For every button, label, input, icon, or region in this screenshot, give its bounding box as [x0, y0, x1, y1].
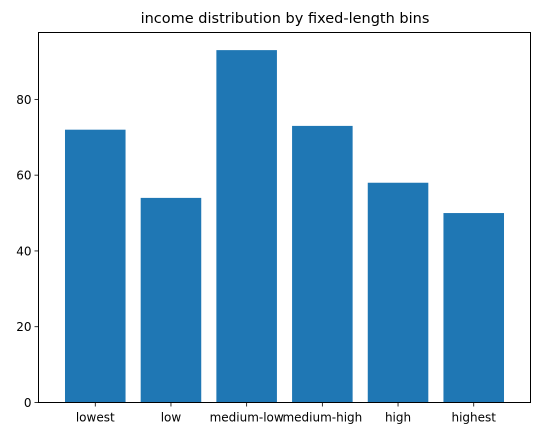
bar-medium-low	[216, 50, 277, 403]
bar-lowest	[64, 129, 126, 403]
y-tick-label: 40	[16, 244, 31, 258]
bar-low	[140, 197, 202, 403]
y-tick-label: 0	[24, 396, 32, 410]
plot-area-frame	[38, 32, 531, 403]
x-tick-label: lowest	[76, 411, 115, 425]
y-axis-ticks: 0 20 40 60 80	[16, 93, 39, 410]
chart-title: income distribution by fixed-length bins	[141, 11, 430, 27]
y-tick-label: 60	[16, 169, 31, 183]
x-tick-label: low	[161, 411, 182, 425]
bars-group	[64, 50, 505, 403]
bar-high	[367, 182, 429, 403]
x-tick-label: medium-high	[282, 411, 362, 425]
y-tick-label: 80	[16, 93, 31, 107]
bar-highest	[443, 213, 505, 403]
x-tick-label: highest	[451, 411, 496, 425]
x-tick-label: medium-low	[210, 411, 284, 425]
y-tick-label: 20	[16, 320, 31, 334]
bar-medium-high	[292, 125, 353, 403]
x-tick-label: high	[385, 411, 411, 425]
